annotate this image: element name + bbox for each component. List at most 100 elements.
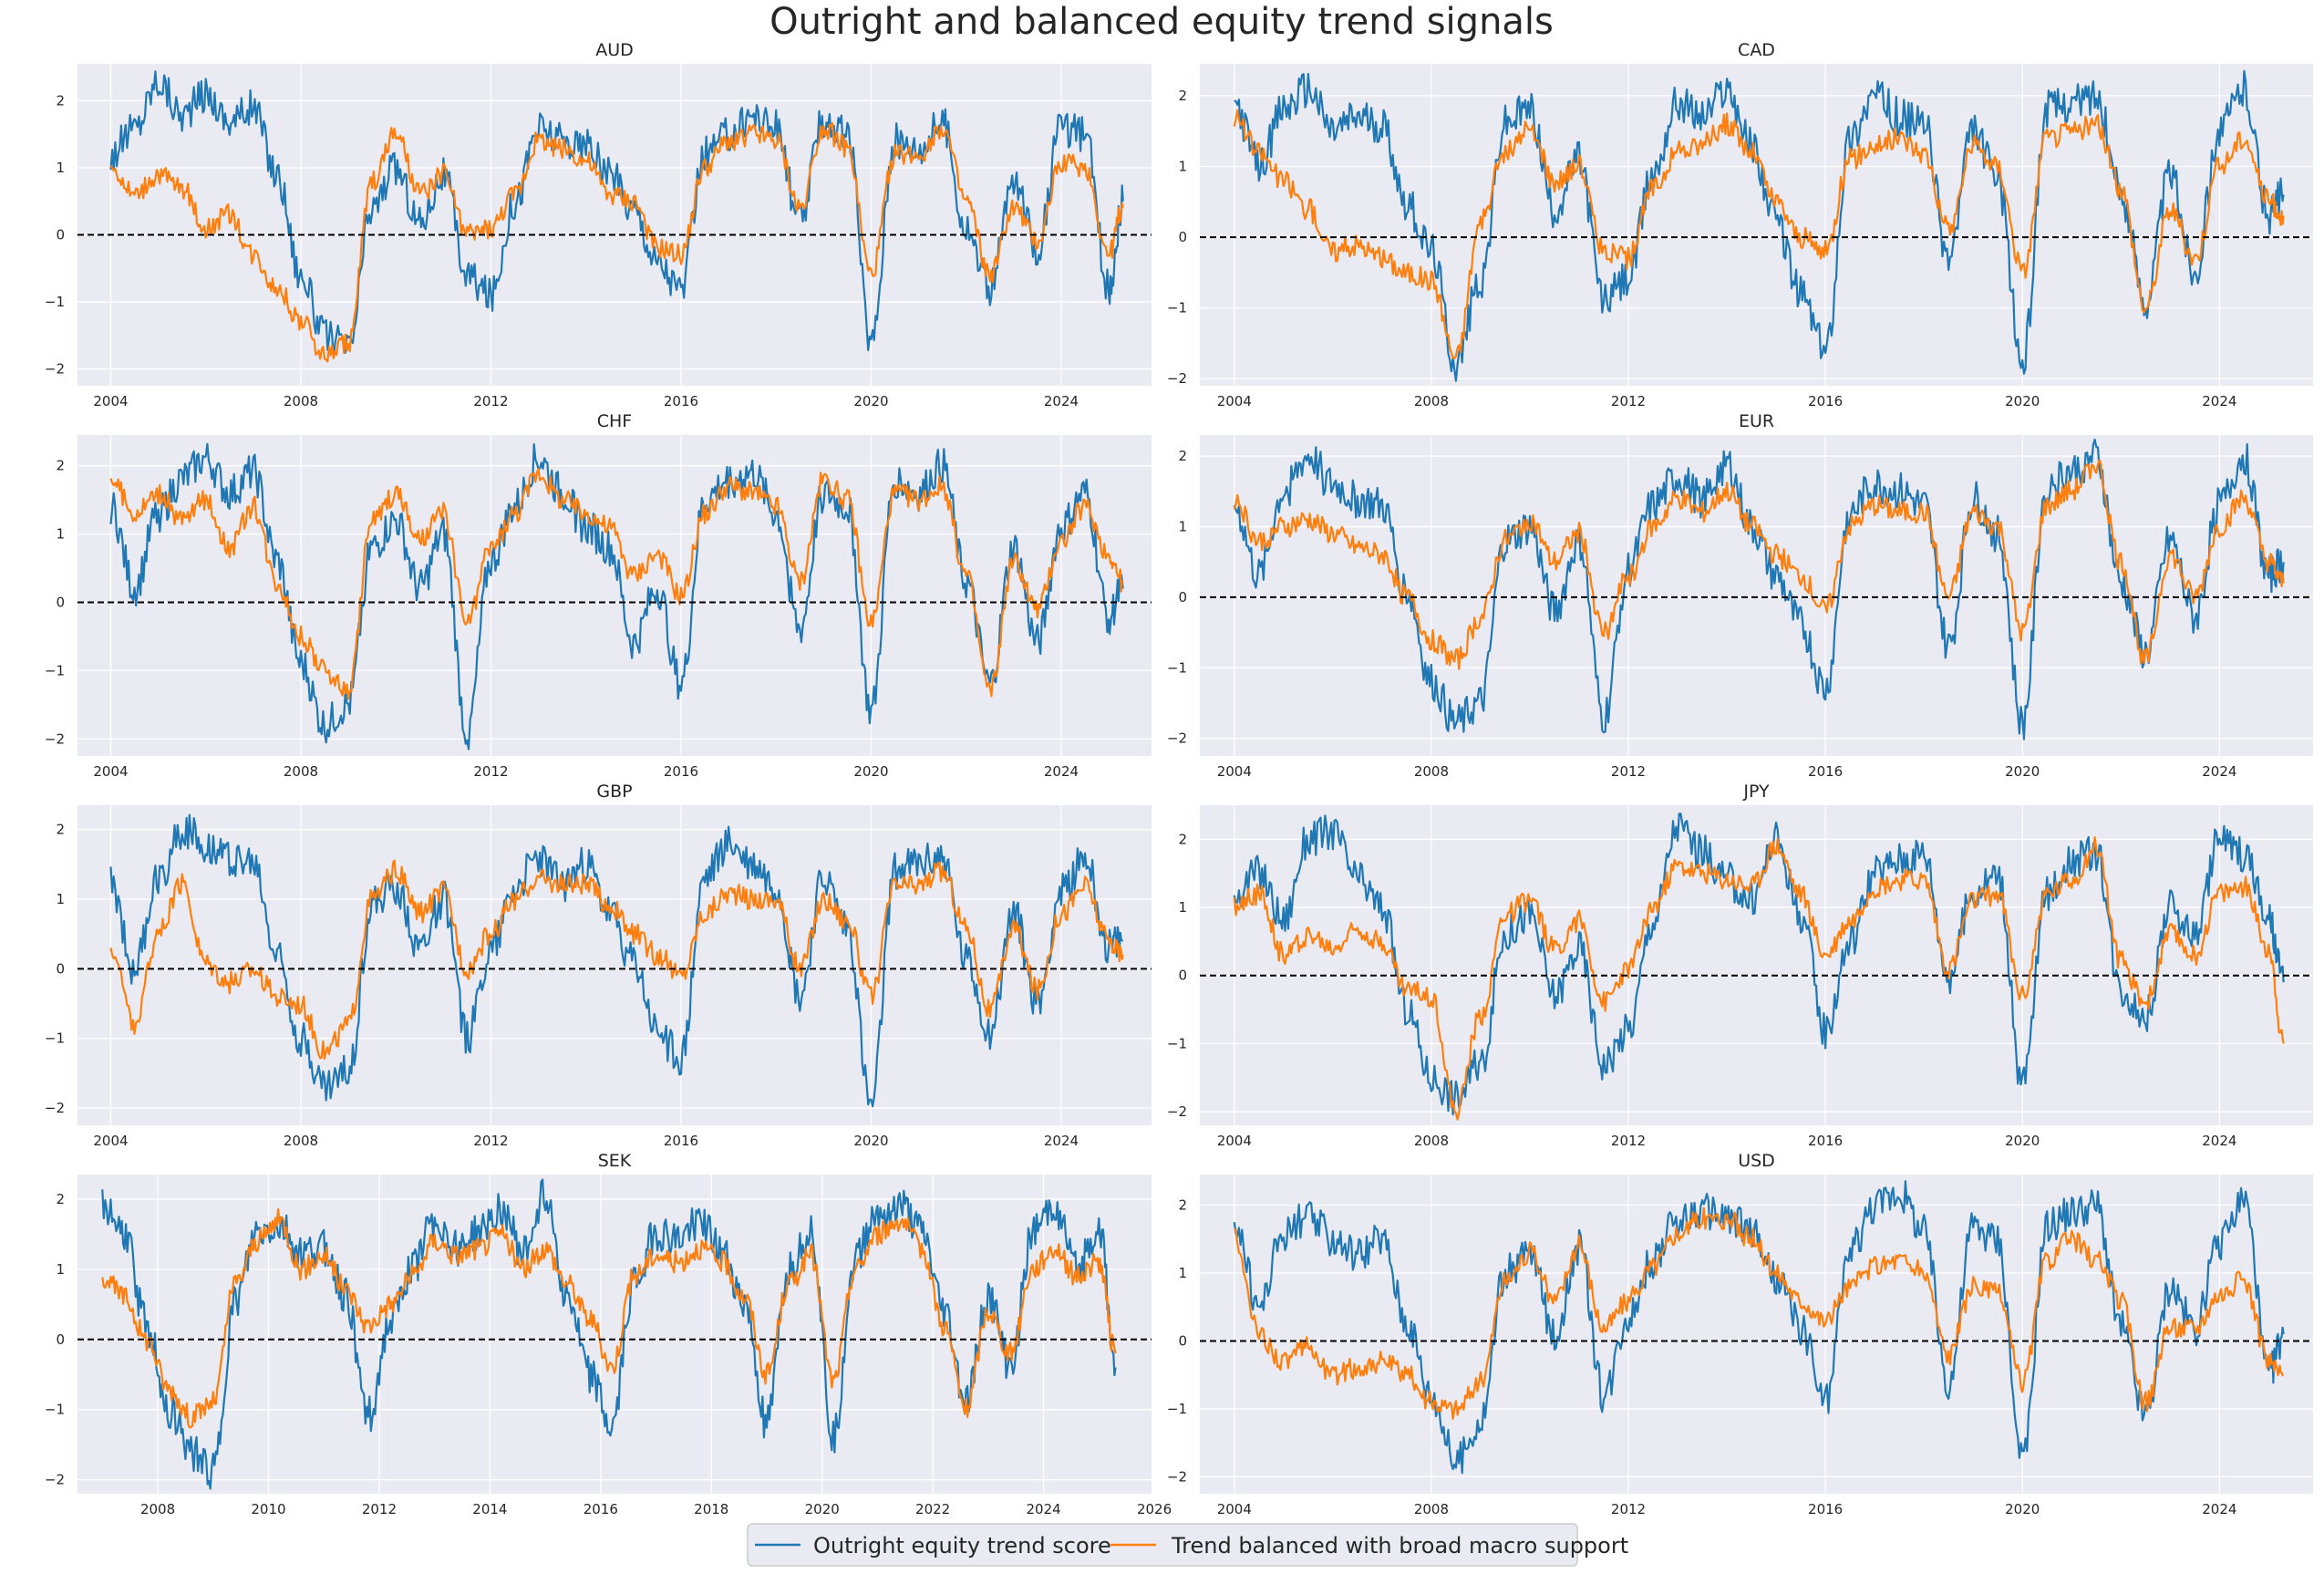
y-tick-label: −1: [45, 294, 65, 310]
x-tick-label: 2020: [853, 393, 888, 409]
series-line-outright: [109, 442, 1124, 751]
x-tick-label: 2016: [664, 1133, 698, 1149]
plot-area-gbp: [77, 805, 1152, 1125]
plot-area-chf: [77, 435, 1152, 756]
y-tick-label: −1: [45, 1030, 65, 1047]
x-tick-label: 2008: [1414, 763, 1449, 780]
series-line-balanced: [101, 1207, 1117, 1429]
y-tick-label: 1: [56, 891, 65, 907]
y-tick-label: 0: [56, 1331, 65, 1348]
series-line-balanced: [109, 859, 1124, 1061]
panel-eur: 2004 2008 2012 2016 2020 2024 −2 −1 0 1 2 EUR: [1167, 411, 2313, 780]
x-tick-label: 2016: [1808, 1501, 1843, 1517]
series-line-balanced: [1233, 836, 2285, 1121]
x-tick-label: 2018: [694, 1501, 728, 1517]
x-tick-label: 2012: [473, 1133, 508, 1149]
y-tick-label: 2: [56, 458, 65, 474]
x-tick-label: 2020: [805, 1501, 840, 1517]
x-tick-label: 2026: [1137, 1501, 1172, 1517]
x-tick-label: 2016: [1808, 1133, 1843, 1149]
x-tick-label: 2014: [472, 1501, 507, 1517]
x-tick-label: 2012: [473, 763, 508, 780]
x-tick-label: 2004: [1217, 763, 1252, 780]
x-tick-label: 2024: [1044, 393, 1079, 409]
x-tick-label: 2008: [284, 763, 318, 780]
x-tick-label: 2004: [93, 763, 128, 780]
y-tick-label: 0: [56, 227, 65, 243]
series-line-outright: [1234, 69, 2285, 382]
legend-box: [747, 1523, 1578, 1567]
x-tick-label: 2008: [1414, 1133, 1449, 1149]
panel-title-eur: EUR: [1739, 411, 1774, 431]
x-tick-label: 2024: [2202, 763, 2236, 780]
x-tick-label: 2020: [2005, 763, 2040, 780]
x-tick-label: 2024: [2202, 1501, 2236, 1517]
panel-sek: 2008 2010 2012 2014 2016 2018 2020 2022 2024 2026…: [45, 1151, 1172, 1517]
x-tick-label: 2004: [1217, 393, 1252, 409]
x-tick-label: 2024: [2202, 393, 2236, 409]
y-tick-label: −1: [1167, 1035, 1187, 1051]
y-tick-label: 0: [56, 960, 65, 977]
x-tick-label: 2016: [584, 1501, 618, 1517]
x-tick-label: 2016: [1808, 393, 1843, 409]
y-tick-label: 1: [1178, 158, 1187, 174]
panel-title-jpy: JPY: [1742, 782, 1770, 802]
panel-usd: 2004 2008 2012 2016 2020 2024 −2 −1 0 1 2 USD: [1167, 1151, 2313, 1517]
panel-title-gbp: GBP: [596, 782, 632, 802]
x-tick-label: 2024: [1044, 763, 1079, 780]
plot-area-sek: [77, 1175, 1152, 1494]
series-line-balanced: [109, 122, 1124, 363]
series-line-outright: [109, 813, 1124, 1108]
y-tick-label: −1: [45, 662, 65, 678]
x-tick-label: 2008: [284, 393, 318, 409]
x-tick-label: 2020: [2005, 1133, 2040, 1149]
x-tick-label: 2022: [915, 1501, 950, 1517]
x-tick-label: 2012: [362, 1501, 397, 1517]
y-tick-label: 2: [1178, 88, 1187, 104]
x-tick-label: 2004: [93, 393, 128, 409]
series-line-balanced: [109, 467, 1124, 700]
panel-jpy: 2004 2008 2012 2016 2020 2024 −2 −1 0 1 2 JPY: [1167, 782, 2313, 1149]
x-tick-label: 2004: [1217, 1501, 1252, 1517]
y-tick-label: −1: [45, 1402, 65, 1418]
y-tick-label: −2: [45, 1100, 65, 1116]
x-tick-label: 2004: [1217, 1133, 1252, 1149]
series-line-balanced: [1233, 109, 2285, 360]
y-tick-label: −2: [1167, 730, 1187, 747]
x-tick-label: 2012: [1611, 1133, 1646, 1149]
figure-title: Outright and balanced equity trend signa…: [770, 1, 1554, 43]
x-tick-label: 2012: [1611, 393, 1646, 409]
x-tick-label: 2024: [1044, 1133, 1079, 1149]
x-tick-label: 2012: [1611, 763, 1646, 780]
y-tick-label: 1: [56, 160, 65, 176]
panel-title-chf: CHF: [597, 411, 632, 431]
panel-cad: 2004 2008 2012 2016 2020 2024 −2 −1 0 1 2 CAD: [1167, 40, 2313, 409]
y-tick-label: 0: [1178, 1332, 1187, 1349]
y-tick-label: −2: [45, 361, 65, 378]
y-tick-label: 1: [1178, 899, 1187, 916]
y-tick-label: 1: [1178, 1265, 1187, 1281]
y-tick-label: 2: [56, 822, 65, 838]
y-tick-label: 2: [56, 1191, 65, 1207]
x-tick-label: 2008: [1414, 393, 1449, 409]
plot-area-eur: [1200, 435, 2313, 756]
legend-label-balanced: Trend balanced with broad macro support: [1171, 1533, 1628, 1558]
panel-title-usd: USD: [1738, 1151, 1775, 1171]
x-tick-label: 2004: [93, 1133, 128, 1149]
x-tick-label: 2008: [1414, 1501, 1449, 1517]
y-tick-label: 2: [1178, 1197, 1187, 1214]
y-tick-label: 2: [1178, 448, 1187, 464]
y-tick-label: −2: [1167, 370, 1187, 387]
y-tick-label: 2: [56, 92, 65, 109]
panel-gbp: 2004 2008 2012 2016 2020 2024 −2 −1 0 1 2 GBP: [45, 782, 1152, 1149]
series-line-outright: [1233, 813, 2285, 1116]
x-tick-label: 2024: [1026, 1501, 1060, 1517]
series-line-outright: [109, 70, 1124, 359]
x-tick-label: 2012: [1611, 1501, 1646, 1517]
y-tick-label: 1: [56, 526, 65, 543]
y-tick-label: 2: [1178, 831, 1187, 847]
legend: Outright equity trend score Trend balanc…: [747, 1523, 1628, 1567]
x-tick-label: 2016: [664, 393, 698, 409]
